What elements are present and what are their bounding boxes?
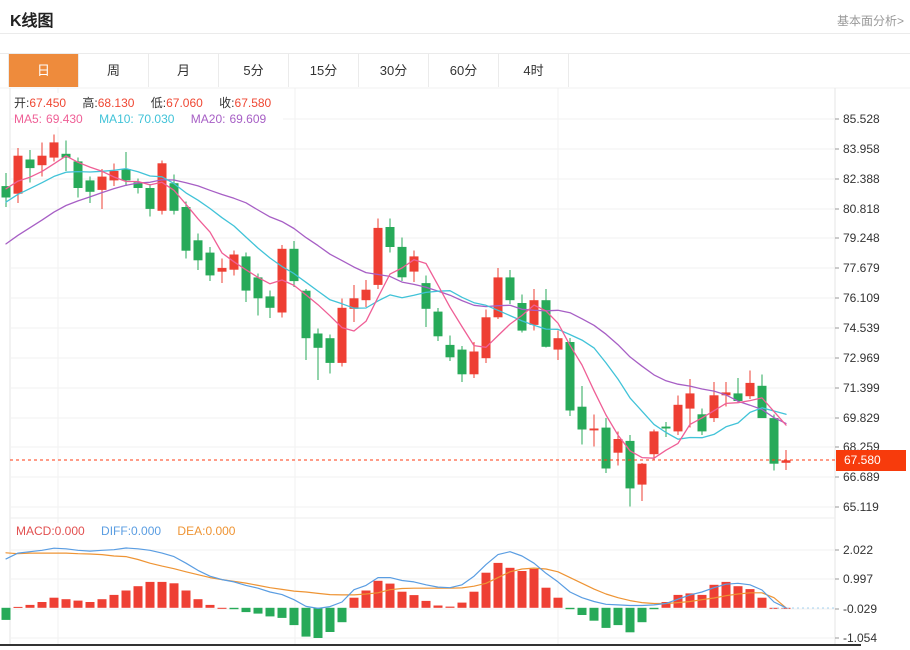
svg-text:83.958: 83.958 — [843, 142, 880, 156]
ma20-value: 69.609 — [229, 112, 267, 126]
svg-text:76.109: 76.109 — [843, 291, 880, 305]
diff-label: DIFF: — [101, 524, 132, 538]
low-value: 67.060 — [166, 96, 203, 110]
period-tabbar: 日 周 月 5分 15分 30分 60分 4时 — [0, 53, 910, 88]
tab-15min[interactable]: 15分 — [289, 54, 359, 87]
open-value: 67.450 — [29, 96, 67, 110]
tab-week[interactable]: 周 — [79, 54, 149, 87]
ma-legend: MA5: 69.430 MA10: 70.030 MA20: 69.609 — [14, 111, 284, 127]
period-tabs: 日 周 月 5分 15分 30分 60分 4时 — [8, 54, 569, 87]
tab-30min[interactable]: 30分 — [359, 54, 429, 87]
svg-text:2.022: 2.022 — [843, 543, 873, 557]
low-label: 低: — [150, 96, 167, 110]
dea-label: DEA: — [177, 524, 206, 538]
svg-text:80.818: 80.818 — [843, 202, 880, 216]
header: K线图 基本面分析> — [0, 0, 910, 34]
tab-4hour[interactable]: 4时 — [499, 54, 569, 87]
ma20-label: MA20: — [190, 112, 226, 126]
svg-text:77.679: 77.679 — [843, 261, 880, 275]
tab-60min[interactable]: 60分 — [429, 54, 499, 87]
close-label: 收: — [219, 96, 235, 110]
svg-text:79.248: 79.248 — [843, 231, 880, 245]
svg-text:71.399: 71.399 — [843, 381, 880, 395]
ohlc-legend: 开:67.450 高:68.130 低:67.060 收:67.580 — [14, 93, 289, 112]
last-price-badge: 67.580 — [836, 450, 906, 471]
dea-value: 0.000 — [205, 524, 236, 538]
tab-month[interactable]: 月 — [149, 54, 219, 87]
svg-text:66.689: 66.689 — [843, 470, 880, 484]
svg-text:0.997: 0.997 — [843, 572, 873, 586]
open-label: 开: — [14, 96, 30, 110]
svg-text:74.539: 74.539 — [843, 321, 880, 335]
ma10-value: 70.030 — [137, 112, 175, 126]
ma10-label: MA10: — [99, 112, 134, 126]
fundamental-analysis-link[interactable]: 基本面分析> — [836, 14, 904, 28]
close-value: 67.580 — [234, 96, 272, 110]
high-value: 68.130 — [97, 96, 135, 110]
ma5-value: 69.430 — [46, 112, 83, 126]
ma5-label: MA5: — [14, 112, 43, 126]
macd-value: 0.000 — [54, 524, 85, 538]
svg-text:85.528: 85.528 — [843, 112, 880, 126]
svg-text:69.829: 69.829 — [843, 411, 880, 425]
svg-text:65.119: 65.119 — [843, 500, 879, 514]
tab-5min[interactable]: 5分 — [219, 54, 289, 87]
diff-value: 0.000 — [131, 524, 162, 538]
macd-label: MACD: — [16, 524, 55, 538]
page-title: K线图 — [10, 13, 54, 30]
svg-text:-0.029: -0.029 — [843, 602, 877, 616]
tab-day[interactable]: 日 — [9, 54, 79, 87]
svg-text:82.388: 82.388 — [843, 172, 880, 186]
svg-text:72.969: 72.969 — [843, 351, 880, 365]
macd-legend: MACD:0.000 DIFF:0.000 DEA:0.000 — [16, 523, 253, 539]
svg-text:-1.054: -1.054 — [843, 631, 877, 645]
high-label: 高: — [82, 96, 98, 110]
